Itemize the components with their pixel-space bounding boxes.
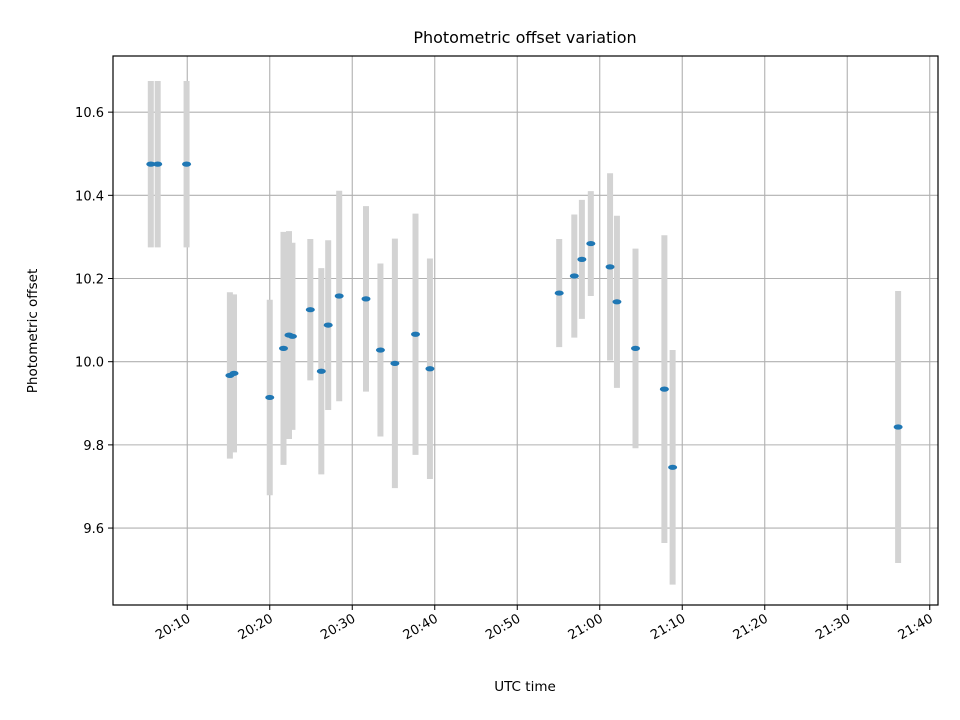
- data-point: [411, 331, 420, 337]
- data-point: [279, 345, 288, 351]
- data-point: [577, 256, 587, 262]
- y-tick-label: 10.0: [75, 356, 104, 371]
- data-point: [612, 299, 622, 305]
- data-point: [586, 240, 596, 247]
- data-point: [390, 360, 400, 366]
- data-point: [375, 347, 385, 353]
- data-point: [893, 424, 903, 430]
- chart-title: Photometric offset variation: [413, 28, 636, 47]
- data-markers: [146, 161, 903, 470]
- data-point: [323, 322, 333, 328]
- x-axis-label: UTC time: [494, 679, 556, 695]
- data-point: [305, 307, 315, 313]
- y-tick-label: 10.6: [75, 106, 104, 121]
- data-point: [146, 161, 156, 167]
- data-point: [334, 293, 344, 299]
- y-tick-label: 9.6: [83, 522, 104, 537]
- y-axis-ticks: 9.6 9.8 10.0 10.2 10.4 10.6: [75, 106, 113, 537]
- y-tick-label: 10.4: [75, 189, 104, 204]
- data-point: [361, 296, 371, 302]
- y-axis-label: Photometric offset: [25, 269, 41, 393]
- data-point: [287, 333, 297, 339]
- y-tick-label: 10.2: [75, 273, 104, 288]
- data-point: [659, 386, 669, 392]
- data-point: [265, 394, 275, 401]
- grid: [113, 56, 938, 605]
- data-point: [316, 368, 326, 374]
- data-point: [425, 366, 435, 372]
- data-point: [182, 161, 192, 167]
- data-point: [554, 290, 564, 296]
- data-point: [153, 161, 163, 167]
- plot-frame: [112, 55, 939, 606]
- data-point: [631, 345, 640, 351]
- data-point: [668, 464, 678, 470]
- data-point: [605, 264, 615, 270]
- data-point: [569, 273, 579, 279]
- y-tick-label: 9.8: [83, 439, 104, 454]
- data-point: [229, 370, 239, 376]
